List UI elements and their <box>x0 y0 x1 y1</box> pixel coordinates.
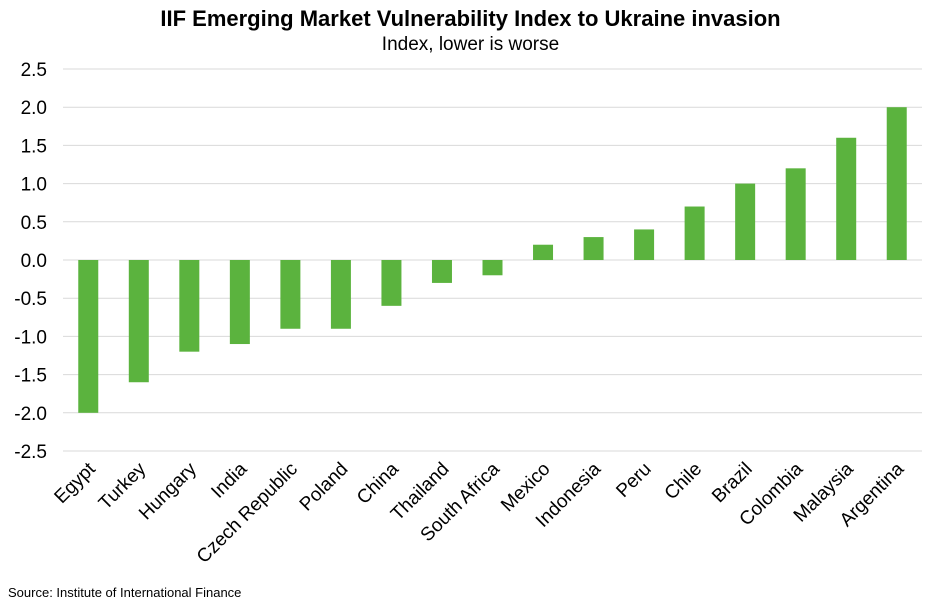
bar-malaysia <box>836 137 857 260</box>
y-tick-label: 0.5 <box>21 213 47 234</box>
y-tick-label: -2.0 <box>14 404 47 425</box>
bar-south-africa <box>482 260 503 276</box>
bar-colombia <box>785 168 806 260</box>
bar-turkey <box>128 260 149 383</box>
x-tick-label: Egypt <box>51 458 101 508</box>
y-tick-label: -0.5 <box>14 289 47 310</box>
bar-poland <box>330 260 351 329</box>
bar-india <box>229 260 250 345</box>
chart-subtitle: Index, lower is worse <box>381 34 560 55</box>
bar-peru <box>634 229 655 260</box>
bar-brazil <box>735 183 756 260</box>
x-tick-label: Poland <box>296 459 353 516</box>
bar-indonesia <box>583 237 604 260</box>
y-tick-label: 1.5 <box>21 136 47 157</box>
y-tick-label: 1.0 <box>21 175 47 196</box>
source-note: Source: Institute of International Finan… <box>8 585 242 600</box>
bar-thailand <box>431 260 452 283</box>
x-tick-label: India <box>207 458 251 502</box>
bar-czech-republic <box>280 260 301 329</box>
bar-hungary <box>179 260 200 352</box>
bar-argentina <box>886 107 907 260</box>
bar-china <box>381 260 402 306</box>
y-axis: 2.5 2.0 1.5 1.0 0.5 0.0 -0.5 -1.0 -1.5 -2.0 -2.5 <box>14 60 47 463</box>
x-tick-label: Chile <box>661 459 706 504</box>
y-tick-label: -1.5 <box>14 366 47 387</box>
chart-title: IIF Emerging Market Vulnerability Index … <box>160 6 781 31</box>
x-tick-label: Brazil <box>708 459 756 507</box>
x-tick-label: Hungary <box>135 458 201 524</box>
y-tick-label: 2.0 <box>21 98 47 119</box>
y-tick-label: -1.0 <box>14 327 47 348</box>
bar-egypt <box>78 260 99 413</box>
bar-chile <box>684 206 705 260</box>
bar-mexico <box>533 244 554 260</box>
x-tick-label: Peru <box>612 459 655 502</box>
bar-series <box>78 107 907 413</box>
y-tick-label: 2.5 <box>21 60 47 81</box>
y-tick-label: -2.5 <box>14 442 47 463</box>
y-tick-label: 0.0 <box>21 251 47 272</box>
